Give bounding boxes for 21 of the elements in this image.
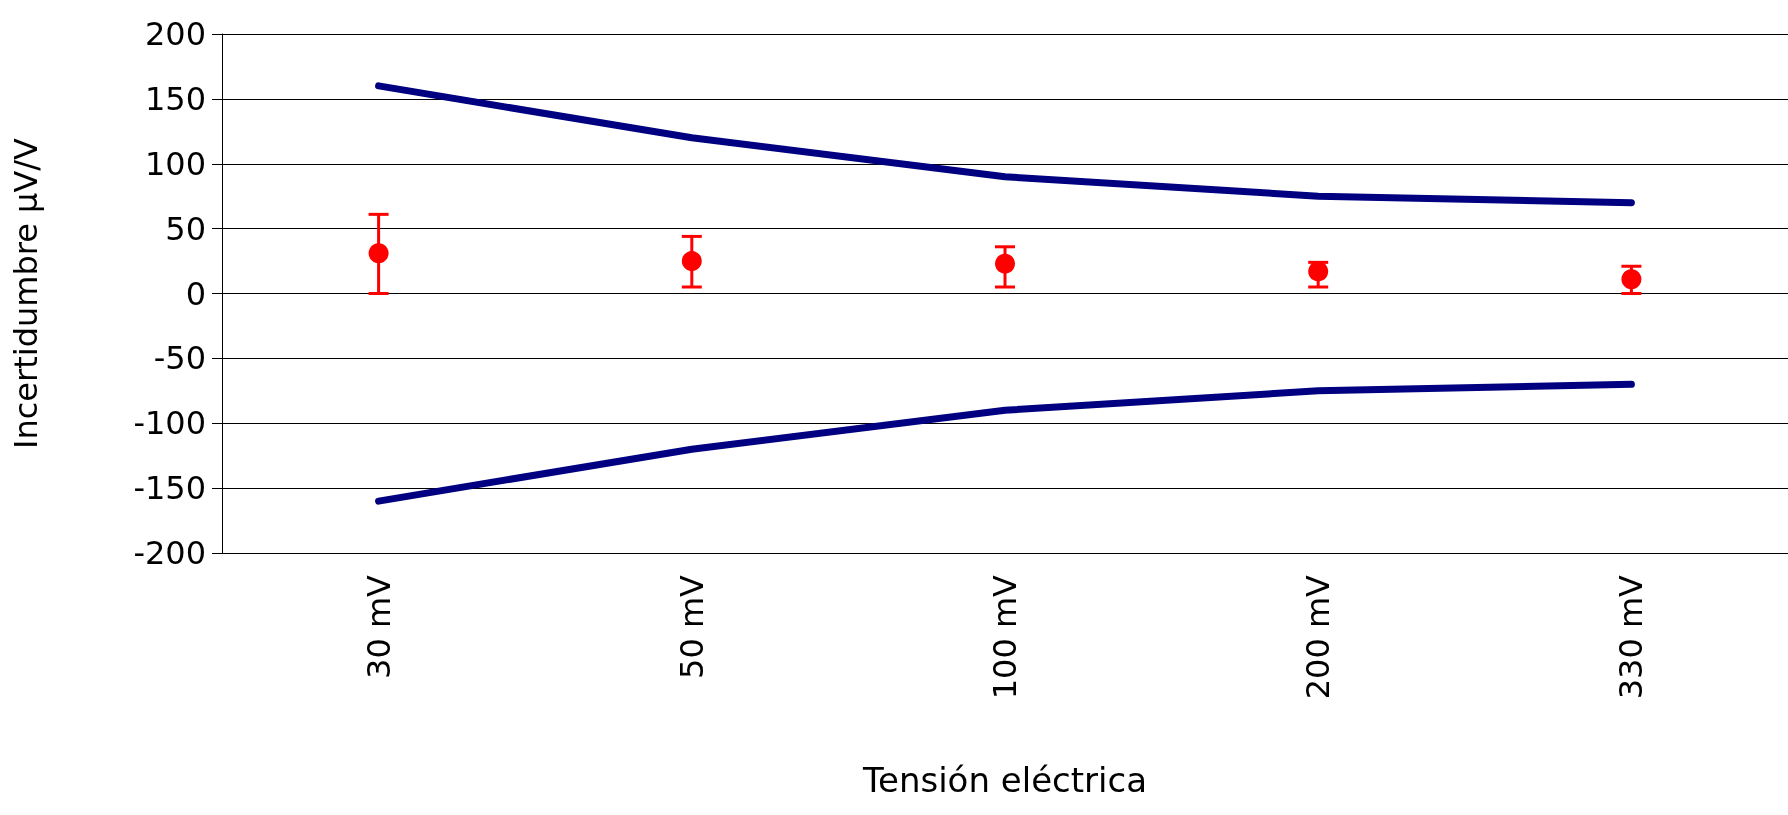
point <box>681 251 702 272</box>
y-tick-label: -150 <box>133 469 206 508</box>
y-axis-title: Incertidumbre µV/V <box>7 137 45 449</box>
y-tick-label: 100 <box>144 144 206 183</box>
x-tick-label: 100 mV <box>986 574 1024 700</box>
point <box>995 253 1015 274</box>
point <box>1621 269 1642 290</box>
point <box>368 243 389 264</box>
x-tick-label: 330 mV <box>1612 574 1651 700</box>
y-tick-label: -50 <box>153 339 206 378</box>
y-tick-label: 200 <box>144 15 206 53</box>
x-axis-title: Tensión eléctrica <box>861 760 1148 800</box>
y-tick-label: 0 <box>185 274 206 313</box>
x-tick-label: 200 mV <box>1299 574 1338 700</box>
point <box>1308 261 1329 282</box>
y-tick-label: -200 <box>133 534 206 572</box>
x-tick-label: 50 mV <box>672 574 711 679</box>
y-tick-label: 150 <box>144 79 206 118</box>
y-tick-label: -100 <box>133 404 206 443</box>
x-tick-label: 30 mV <box>359 574 398 679</box>
y-tick-label: 50 <box>165 209 206 248</box>
